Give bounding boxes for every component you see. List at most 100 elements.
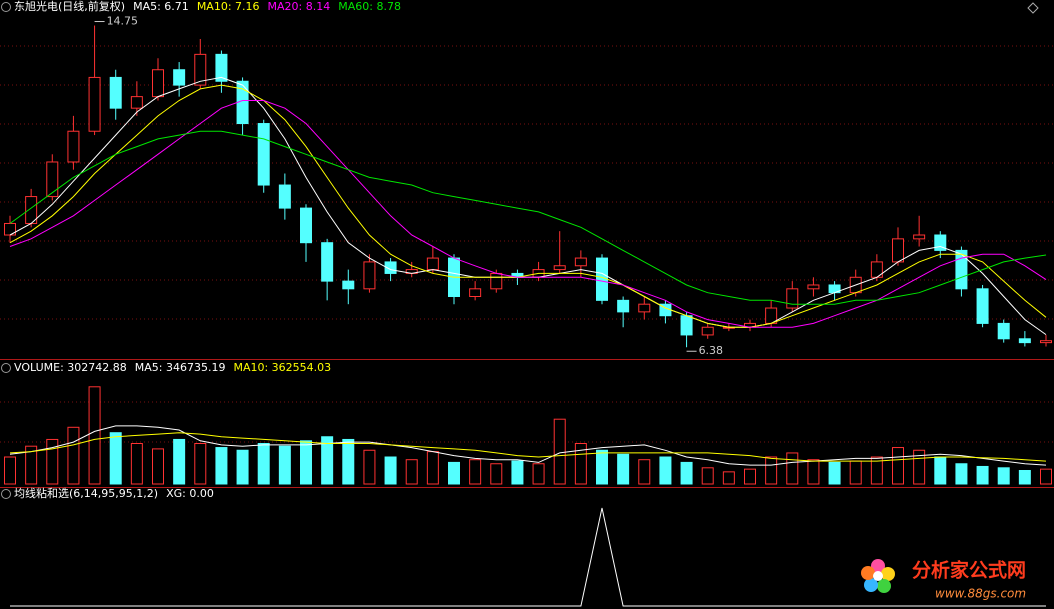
candle-body [638,303,651,313]
top-right-icon[interactable] [1027,2,1039,14]
legend-label: MA10: 362554.03 [233,361,331,374]
volume-bar [532,463,545,485]
volume-bar [1040,468,1052,485]
ma-line [9,130,1047,305]
legend-label: 均线粘和选(6,14,95,95,1,2) [14,486,158,500]
volume-bar [1018,470,1031,485]
volume-bar [300,440,312,485]
candle-body [194,53,207,86]
volume-bar [194,443,207,485]
legend-label: XG: 0.00 [166,487,214,500]
candle-body [109,76,122,109]
volume-bar [363,449,376,485]
volume-bar [701,467,714,485]
volume-bar [892,447,904,485]
volume-bar [173,438,186,485]
candle-body [490,272,503,290]
ma-line [9,84,1047,328]
volume-bar [596,449,608,485]
candle-body [976,288,989,324]
candle-body [680,315,693,336]
candle-body [384,261,397,274]
candle-body [1040,340,1052,344]
volume-bar [870,456,883,485]
candle-body [913,234,926,240]
candle-body [701,326,714,336]
volume-bar [574,443,587,485]
candle-body [807,284,820,290]
diamond-icon[interactable] [1027,2,1039,14]
legend-label: MA5: 346735.19 [135,361,226,374]
volume-bar [490,463,503,485]
panel-toggle[interactable] [1,2,11,12]
volume-bar [934,456,947,485]
candle-body [426,257,439,271]
candle-body [786,288,799,309]
volume-bar [913,449,926,485]
volume-bar [659,456,672,485]
candle-body [997,322,1010,340]
volume-bar [511,460,524,485]
watermark-name: 分析家公式网 [912,559,1026,582]
panel-toggle[interactable] [1,363,11,373]
volume-bar [448,461,460,485]
volume-bar [67,426,80,485]
volume-bar [236,449,249,485]
candle-body [574,257,587,267]
watermark: 分析家公式网 www.88gs.com [861,559,1026,601]
volume-bar [257,443,270,485]
volume-bar [342,438,355,485]
volume-bar [405,459,418,485]
candle-body [257,123,270,186]
volume-bar [955,463,968,485]
volume-bar [828,461,841,485]
legend-label: MA60: 8.78 [338,0,401,13]
candle-body [278,184,291,209]
legend-label: MA5: 6.71 [133,0,189,13]
volume-bar [765,456,778,485]
candle-body [1018,338,1031,344]
candle-body [321,242,334,282]
volume-bar [130,443,143,485]
volume-bar [617,453,630,485]
candle-body [892,238,904,263]
volume-bar [997,467,1010,485]
legend-label: 东旭光电(日线,前复权) [14,0,125,13]
volume-bar [553,418,566,485]
volume-bar [384,456,397,485]
candle-body [152,69,164,98]
candle-body [88,76,101,132]
candle-body [617,299,630,313]
volume-bar [25,445,38,485]
candle-body [300,207,312,244]
legend-label: MA20: 8.14 [268,0,331,13]
volume-bar [807,459,820,485]
candle-body [46,161,59,198]
volume-bar [744,468,756,485]
watermark-url: www.88gs.com [935,587,1026,601]
volume-bar [976,465,989,485]
volume-bar [469,459,482,485]
candle-body [342,280,355,290]
volume-bar [152,448,164,485]
volume-bar [849,460,862,485]
volume-bar [88,386,101,485]
ma-line [9,100,1047,328]
volume-bar [321,436,334,485]
candle-body [215,53,228,82]
panel-toggle[interactable] [1,489,11,499]
ma-line [10,507,1046,607]
volume-bar [786,452,799,485]
candle-body [67,130,80,163]
volume-bar [46,438,59,485]
legend-label: VOLUME: 302742.88 [14,361,127,374]
ma-line [9,425,1047,466]
volume-bar [638,459,651,485]
volume-bar [109,432,122,485]
volume-bar [278,445,291,485]
volume-bar [426,451,439,485]
candle-body [173,69,186,86]
volume-bar [722,471,735,485]
ma-line [9,432,1047,462]
